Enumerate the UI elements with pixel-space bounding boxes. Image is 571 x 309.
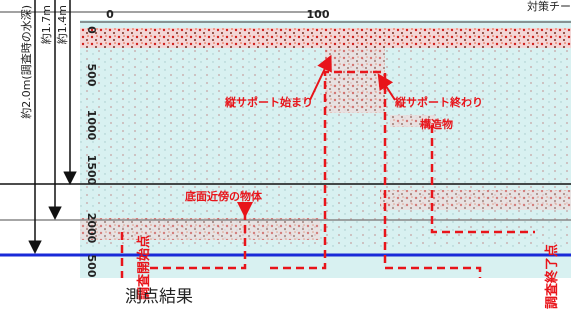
top-tick: 100 bbox=[307, 8, 330, 21]
left-tick: 1500 bbox=[85, 155, 98, 186]
support-echo bbox=[325, 48, 385, 113]
surface-band bbox=[80, 28, 571, 48]
top-tick: 0 bbox=[106, 8, 114, 21]
left-tick: 500 bbox=[85, 255, 98, 278]
body: {"header":{"corner_text":"対策チー"}, "top_t… bbox=[0, 0, 571, 309]
left-tick: 1000 bbox=[85, 110, 98, 141]
annotation: 底面近傍の物体 bbox=[185, 189, 263, 203]
left-tick: 0 bbox=[85, 26, 98, 34]
bottom-echo-left bbox=[80, 218, 320, 240]
annotation: 縦サポート終わり bbox=[394, 95, 483, 109]
caption: 測点結果 bbox=[125, 287, 193, 307]
corner-text: 対策チー bbox=[527, 0, 571, 13]
page: html,body{margin:0;padding:0;background:… bbox=[0, 0, 571, 309]
depth-label: 約2.0m(調査時の水深) bbox=[19, 5, 33, 119]
annotation: 調査終了点 bbox=[544, 244, 560, 309]
screenshot: 対策チー 0 100 0 500 1000 1500 2000 500 約2.0… bbox=[0, 0, 571, 309]
annotation: 構造物 bbox=[420, 117, 453, 131]
annotation: 縦サポート始まり bbox=[224, 95, 313, 109]
left-tick: 500 bbox=[85, 64, 98, 87]
bottom-echo-right bbox=[380, 190, 571, 210]
left-tick: 2000 bbox=[85, 213, 98, 244]
depth-label: 約1.4m bbox=[55, 5, 69, 44]
depth-label: 約1.7m bbox=[39, 5, 53, 44]
